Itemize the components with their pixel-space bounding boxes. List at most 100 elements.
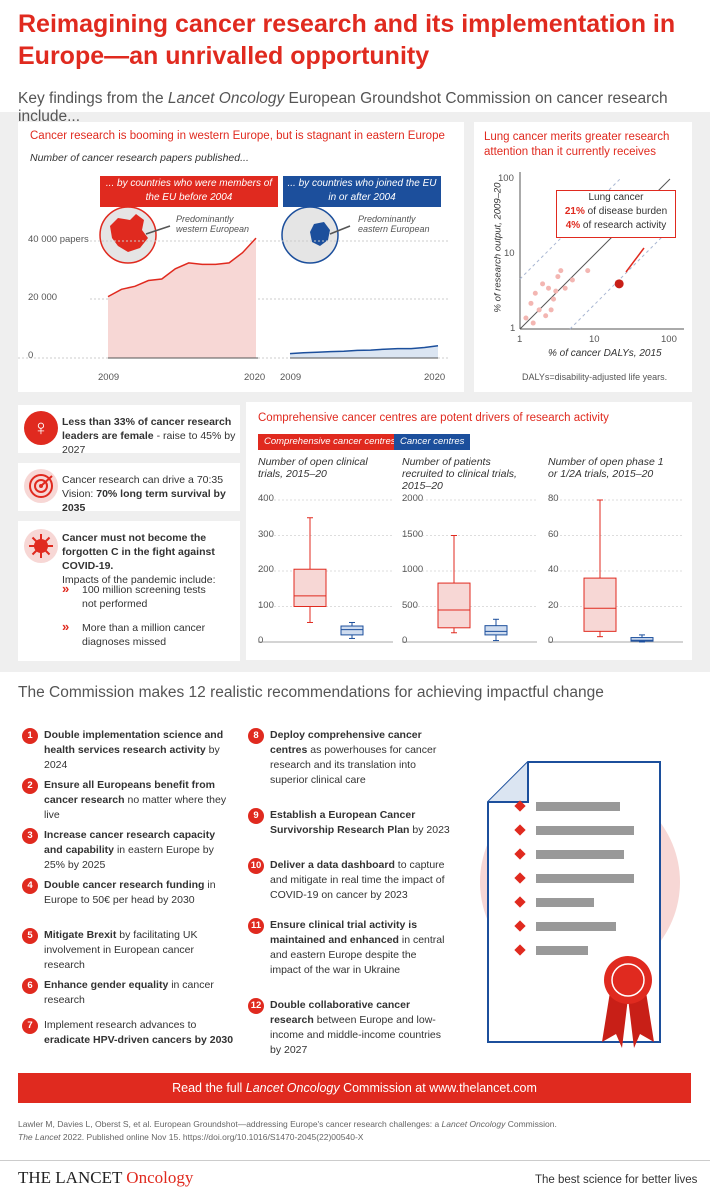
c2-tick-1500: 1500 (402, 529, 424, 540)
c2-tick-2000: 2000 (402, 493, 424, 504)
lung-panel-title: Lung cancer merits greater research atte… (484, 131, 670, 158)
recommendation-number: 2 (22, 778, 38, 794)
cancer-point (553, 288, 559, 294)
logo-main: THE LANCET (18, 1168, 123, 1187)
east-map-circle (281, 206, 339, 264)
fact-vision: Cancer research can drive a 70:35 Vision… (18, 463, 240, 514)
y-tick-40000: 40 000 papers (28, 234, 89, 245)
c2-tick-0: 0 (402, 635, 408, 646)
c1-tick-300: 300 (258, 529, 274, 540)
recommendation-number: 10 (248, 858, 264, 874)
cancer-point (546, 285, 552, 291)
east-banner: ... by countries who joined the EU in or… (283, 176, 441, 207)
c1-tick-0: 0 (258, 635, 264, 646)
west-x-start: 2009 (98, 372, 120, 383)
c2-tick-1000: 1000 (402, 564, 424, 575)
recommendation-item: Deliver a data dashboard to capture and … (270, 858, 450, 903)
cancer-point (540, 281, 546, 287)
recommendation-rest: by 2023 (409, 824, 450, 836)
page-title: Reimagining cancer research and its impl… (18, 10, 676, 70)
lung-ytick-1: 1 (510, 323, 516, 334)
lung-ytick-100: 100 (498, 173, 514, 184)
recommendation-rest: between Europe and low-income and middle… (270, 1014, 441, 1056)
east-line (289, 344, 439, 355)
recommendation-number: 3 (22, 828, 38, 844)
lung-callout-box: Lung cancer 21% of disease burden 4% of … (556, 190, 676, 238)
recommendation-item: Implement research advances to eradicate… (44, 1018, 236, 1048)
recommendation-rest: in eastern Europe by 25% by 2025 (44, 844, 214, 871)
impact-1: 100 million screening tests not performe… (82, 584, 206, 610)
c3-tick-80: 80 (548, 493, 559, 504)
papers-panel: Cancer research is booming in western Eu… (18, 122, 464, 392)
recommendation-number: 4 (22, 878, 38, 894)
west-note: Predominantly western European (176, 214, 250, 234)
lancet-oncology-logo: THE LANCET Oncology (18, 1168, 193, 1188)
cta-pre: Read the full (172, 1081, 246, 1095)
ccc-box (583, 577, 617, 632)
tagline: The best science for better lives (535, 1174, 698, 1186)
recommendation-item: Double collaborative cancer research bet… (270, 998, 450, 1058)
dalys-note: DALYs=disability-adjusted life years. (522, 372, 668, 382)
east-map-arrow (329, 225, 351, 235)
recommendation-item: Deploy comprehensive cancer centres as p… (270, 728, 450, 788)
lung-burden-value: 21% (564, 206, 585, 217)
centres-panel-title: Comprehensive cancer centres are potent … (258, 412, 609, 424)
cancer-point (536, 307, 542, 313)
recommendation-bold: Deliver a data dashboard (270, 859, 395, 871)
read-commission-banner[interactable]: Read the full Lancet Oncology Commission… (18, 1073, 691, 1103)
recommendation-number: 8 (248, 728, 264, 744)
west-map-shape (110, 214, 148, 252)
west-map-arrow (145, 225, 171, 235)
ccc-box (293, 568, 327, 608)
subtitle: Key findings from the Lancet Oncology Eu… (18, 90, 710, 126)
rosette-icon (602, 956, 654, 1048)
lung-xtick-100: 100 (661, 334, 677, 345)
lung-callout-arrow (625, 247, 645, 273)
c1-tick-400: 400 (258, 493, 274, 504)
recommendation-number: 9 (248, 808, 264, 824)
recommendation-bold: Enhance gender equality (44, 979, 169, 991)
legend-cc: Cancer centres (394, 434, 471, 450)
target-icon (24, 469, 58, 503)
subtitle-post: European Groundshot Commission on cancer… (18, 90, 668, 125)
fact-vision-text: Cancer research can drive a 70:35 Vision… (62, 473, 240, 515)
recommendation-bold: Deploy comprehensive cancer centres (270, 729, 422, 756)
recommendation-item: Double implementation science and health… (44, 728, 236, 773)
ccc-box (437, 582, 471, 629)
cancer-point (555, 274, 561, 280)
fact-female: ♀ Less than 33% of cancer research leade… (18, 405, 240, 456)
cancer-point (585, 268, 591, 274)
recommendation-item: Ensure all Europeans benefit from cancer… (44, 778, 236, 823)
box-charts (258, 499, 683, 643)
fact-vision-pre: Cancer research can drive a 70:35 Vision… (62, 474, 224, 500)
recommendation-rest: in central and eastern Europe despite th… (270, 934, 445, 976)
c3-tick-40: 40 (548, 564, 559, 575)
recommendation-rest: in Europe to 50€ per head by 2030 (44, 879, 216, 906)
recommendation-item: Enhance gender equality in cancer resear… (44, 978, 236, 1008)
recommendation-item: Mitigate Brexit by facilitating UK invol… (44, 928, 236, 973)
citation-journal: Lancet Oncology (441, 1119, 506, 1129)
lung-points (523, 268, 624, 326)
impact-chevron-2: » (62, 619, 70, 634)
fact-female-tail: - raise to 45% by 2027 (62, 430, 236, 456)
fact-covid-bold: Cancer must not become the forgotten C i… (62, 532, 215, 572)
c3-tick-20: 20 (548, 600, 559, 611)
subtitle-pre: Key findings from the (18, 90, 168, 107)
west-banner: ... by countries who were members of the… (100, 176, 278, 207)
fact-female-text: Less than 33% of cancer research leaders… (62, 415, 240, 457)
recommendation-item: Ensure clinical trial activity is mainta… (270, 918, 450, 978)
lung-burden: 21% of disease burden (557, 205, 675, 219)
fact-covid: Cancer must not become the forgotten C i… (18, 521, 240, 661)
west-line (107, 237, 257, 298)
box-chart-label-1: Number of open clinical trials, 2015–20 (258, 456, 368, 480)
cancer-point (543, 313, 549, 319)
lung-panel: Lung cancer merits greater research atte… (474, 122, 692, 392)
cancer-point (569, 277, 575, 283)
west-x-end: 2020 (244, 372, 266, 383)
cancer-point (558, 268, 564, 274)
recommendation-number: 6 (22, 978, 38, 994)
recommendation-bold: Increase cancer research capacity and ca… (44, 829, 216, 856)
lung-activity-value: 4% (565, 220, 581, 231)
lung-y-label: % of research output, 2009–20 (492, 182, 504, 313)
east-x-end: 2020 (424, 372, 446, 383)
